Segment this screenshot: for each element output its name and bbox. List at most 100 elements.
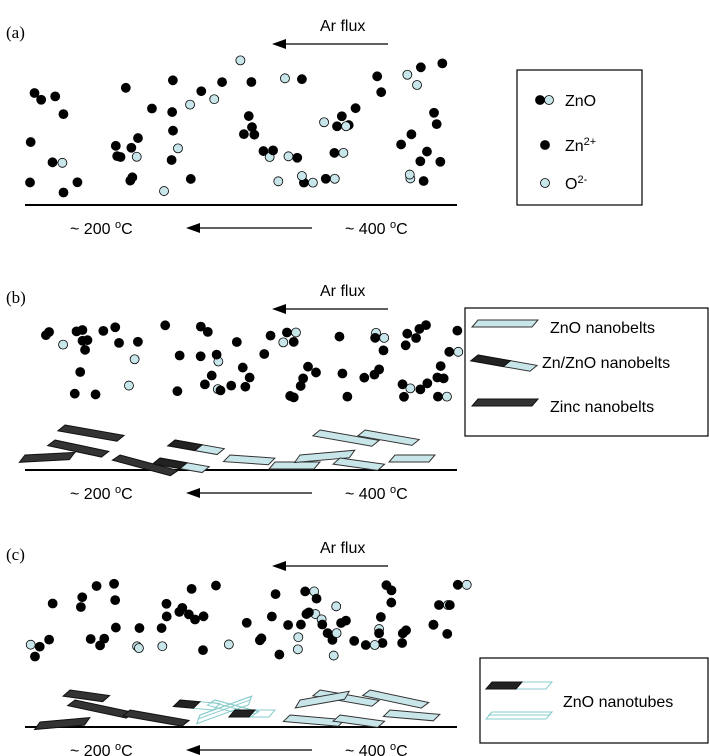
- zn-ion: [292, 152, 303, 163]
- zn-ion: [400, 340, 411, 351]
- zn-ion: [112, 151, 123, 162]
- zn-ion: [109, 578, 119, 589]
- panel-label: (b): [6, 288, 26, 307]
- o-ion: [402, 69, 413, 80]
- zn-ion: [397, 379, 408, 390]
- zn-ion: [147, 103, 157, 114]
- zn-ion: [217, 77, 227, 87]
- zn-ion: [399, 391, 409, 402]
- zn-ion: [90, 389, 101, 400]
- zn-ion: [422, 378, 433, 389]
- zn-ion: [91, 581, 102, 591]
- zn-ion: [341, 615, 351, 626]
- legend-label: O2-: [565, 174, 588, 193]
- zn-ion: [110, 322, 121, 333]
- arrowhead: [272, 304, 286, 314]
- zn-ion: [438, 373, 449, 384]
- legend-sup: 2-: [577, 174, 587, 186]
- degree: o: [390, 741, 396, 753]
- belt-body: [151, 457, 189, 470]
- legend-label: ZnO nanotubes: [563, 694, 673, 711]
- belt-body: [61, 689, 111, 703]
- o-ion: [338, 147, 349, 158]
- zn-ion: [166, 155, 177, 165]
- legend-box: [464, 307, 709, 437]
- zn-ion: [77, 335, 88, 346]
- o-ion: [124, 380, 134, 391]
- temp-value: ~ 400: [345, 221, 390, 238]
- zn-ion: [127, 172, 138, 183]
- degree: o: [115, 484, 121, 496]
- nanobelt: [361, 689, 430, 709]
- nanobelt: [66, 699, 135, 719]
- zn-ion: [268, 145, 278, 156]
- zn-ion: [211, 349, 222, 360]
- zn-ion: [239, 129, 249, 140]
- belt-body: [470, 319, 540, 328]
- zn-ion: [266, 611, 277, 622]
- nanobelt: [469, 354, 539, 372]
- o-ion: [331, 628, 342, 639]
- nanobelt: [331, 457, 386, 471]
- zn-ion: [397, 638, 408, 648]
- zn-ion: [156, 623, 167, 633]
- o-ion: [442, 391, 452, 402]
- belt-body: [361, 689, 430, 709]
- o-ion: [273, 176, 284, 187]
- legend-text: Zn: [565, 138, 584, 155]
- panel-label: (a): [6, 23, 25, 42]
- zn-ion: [270, 589, 281, 600]
- o-ion: [412, 80, 422, 90]
- o-ion: [293, 632, 304, 643]
- zn-ion: [195, 321, 206, 332]
- zn-ion: [360, 640, 371, 650]
- zn-ion: [437, 58, 448, 69]
- temp-unit: C: [396, 743, 408, 756]
- nanobelt: [294, 690, 351, 709]
- temp-unit: C: [121, 486, 133, 503]
- zn-ion: [47, 598, 58, 609]
- o-ion: [292, 644, 303, 655]
- zn-ion: [231, 337, 242, 347]
- zn-ion: [29, 88, 40, 98]
- zn-ion: [535, 95, 545, 105]
- temp-value: ~ 200: [70, 743, 115, 756]
- zn-ion: [199, 379, 210, 390]
- belt-body: [484, 681, 524, 690]
- zn-ion: [198, 611, 209, 622]
- o-ion: [369, 640, 380, 650]
- temp-unit: C: [121, 221, 133, 238]
- zn-ion: [334, 331, 345, 342]
- o-ion: [404, 169, 415, 180]
- tube-top: [487, 711, 554, 716]
- nanobelt: [387, 454, 437, 463]
- belt-body: [282, 714, 346, 727]
- zn-ion: [311, 593, 322, 604]
- legend-text: O: [565, 176, 577, 193]
- zn-ion: [311, 367, 321, 378]
- zn-ion: [34, 641, 45, 652]
- o-ion: [185, 99, 195, 110]
- zn-ion: [172, 386, 183, 397]
- zn-ion: [411, 333, 421, 343]
- o-ion: [223, 639, 234, 650]
- nanobelt: [382, 709, 441, 722]
- temperature: ~ 200 oC: [70, 484, 133, 503]
- zn-ion: [237, 362, 248, 373]
- zn-ion: [174, 606, 185, 617]
- tube-top: [197, 695, 253, 720]
- zn-ion: [374, 628, 384, 639]
- zn-ion: [110, 622, 121, 633]
- zn-ion: [58, 109, 69, 120]
- temp-unit: C: [396, 486, 408, 503]
- belt-body: [121, 709, 191, 727]
- zn-ion: [374, 364, 385, 375]
- zn-ion: [375, 612, 386, 622]
- belt-body: [166, 439, 204, 452]
- nanobelt: [33, 717, 91, 731]
- temp-value: ~ 200: [70, 486, 115, 503]
- zn-ion: [297, 74, 307, 85]
- nanobelt: [484, 711, 554, 720]
- zn-ion: [350, 103, 361, 114]
